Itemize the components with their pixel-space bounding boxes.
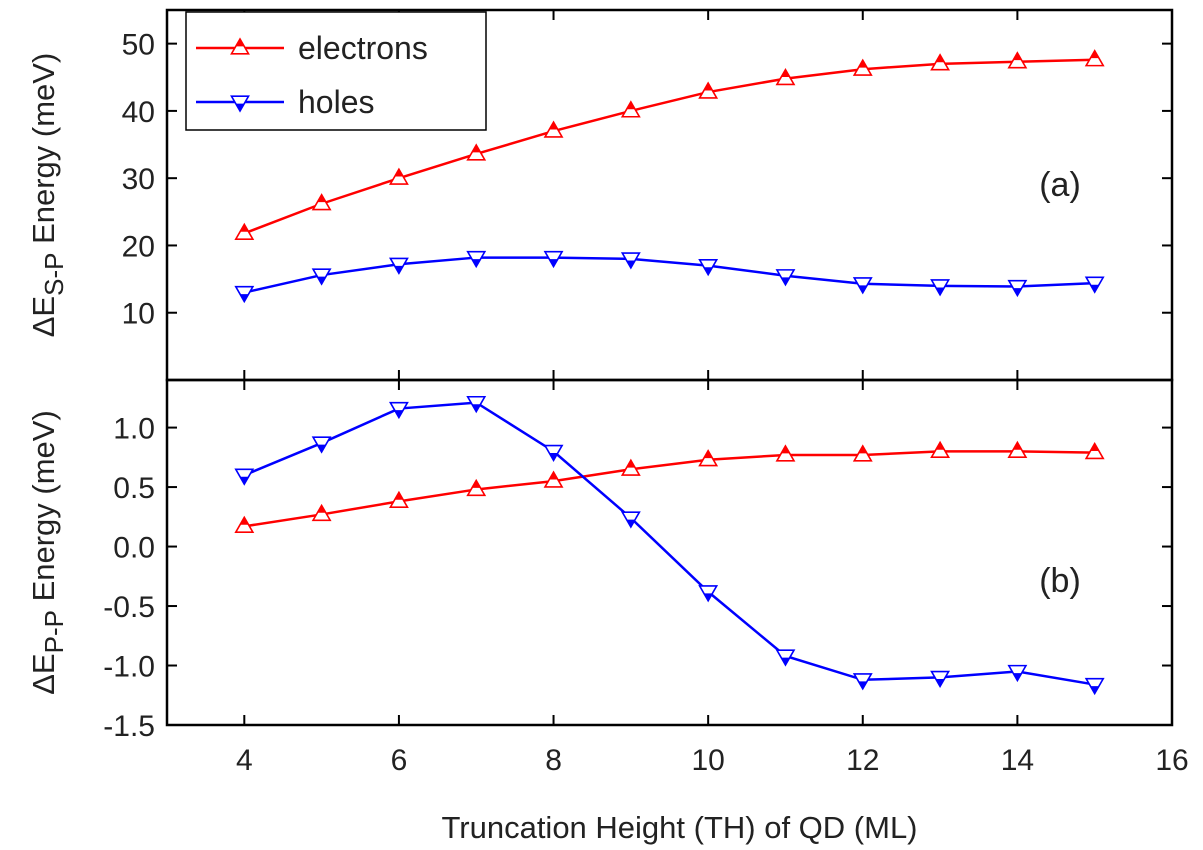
legend-electrons-label: electrons <box>298 30 428 66</box>
panel-a-holes-point <box>311 268 332 286</box>
panel-a-electrons-point <box>388 167 409 185</box>
panel-a-electrons-point <box>466 143 487 161</box>
panel-b-frame <box>165 378 1174 727</box>
panel-b-holes-point <box>1084 677 1105 696</box>
panel-b-ytick-label: -1.0 <box>103 651 155 684</box>
panel-b-ytick-label: -1.5 <box>103 710 155 743</box>
panel-a-holes-point <box>698 258 719 277</box>
panel-a-holes-line <box>244 256 1095 294</box>
panel-a-electrons-point <box>698 81 719 99</box>
legend-electrons-marker <box>230 37 250 55</box>
panel-a-electrons-line <box>243 58 1095 235</box>
panel-b-electrons-point <box>852 444 873 462</box>
panel-a-holes-point <box>234 285 255 304</box>
panel-b-holes-point <box>775 649 796 667</box>
panel-b-ytick-label: 1.0 <box>113 413 155 446</box>
panel-a-electrons-point <box>620 100 641 118</box>
panel-a-holes-point <box>1007 279 1028 298</box>
panel-b-ytick-label: 0.5 <box>113 472 155 505</box>
panel-b-label: (b) <box>1039 562 1081 600</box>
panel-a-electrons-point <box>775 68 796 86</box>
panel-a-holes-point <box>852 277 873 295</box>
panel-b-electrons-point <box>234 515 255 533</box>
panel-b-holes-point <box>466 395 487 414</box>
xtick-label: 14 <box>1001 744 1034 777</box>
panel-a-holes-point <box>388 257 409 275</box>
panel-b-holes-point <box>1007 664 1028 683</box>
panel-a-holes-point <box>466 250 487 269</box>
panel-a-electrons-point <box>311 193 332 211</box>
panel-b: -1.5 -1.0 -0.5 0.0 0.5 1.0 ΔEP-P Energy (meV) (… <box>26 378 1174 743</box>
panel-b-electrons-point <box>775 444 796 462</box>
panel-a: 10 20 30 40 50 ΔES-P Energy (meV) (a) <box>26 8 1174 382</box>
panel-b-holes-point <box>543 444 564 462</box>
panel-b-electrons-point <box>388 490 409 508</box>
xtick-label: 12 <box>846 744 879 777</box>
panel-a-ytick-label: 10 <box>122 298 155 331</box>
panel-b-electrons-point <box>311 503 332 522</box>
panel-a-holes-point <box>1084 276 1105 294</box>
panel-b-electrons-point <box>620 458 641 476</box>
panel-b-holes-point <box>930 670 951 689</box>
panel-a-electrons-point <box>543 120 564 138</box>
panel-b-electrons-line <box>244 450 1095 528</box>
xtick-label: 8 <box>545 744 562 777</box>
panel-b-ytick-label: 0.0 <box>113 532 155 565</box>
panel-a-ytick-label: 20 <box>122 230 155 263</box>
xtick-label: 4 <box>236 744 253 777</box>
xtick-label: 10 <box>691 744 724 777</box>
x-axis: 4 6 8 10 12 14 16 Truncation Height (TH) of QD … <box>236 744 1189 845</box>
panel-b-electrons-point <box>543 470 564 488</box>
legend: electrons holes <box>185 11 487 131</box>
xtick-label: 16 <box>1155 744 1188 777</box>
panel-b-electrons-point <box>1084 441 1105 460</box>
panel-b-holes-point <box>620 511 641 529</box>
panel-b-holes-point <box>852 673 873 691</box>
panel-a-ytick-label: 40 <box>122 96 155 129</box>
xlabel: Truncation Height (TH) of QD (ML) <box>441 810 917 845</box>
panel-b-holes-point <box>698 585 719 603</box>
panel-a-label: (a) <box>1039 166 1081 204</box>
panel-a-holes-point <box>543 250 564 269</box>
panel-b-electrons-point <box>698 449 719 467</box>
panel-a-ytick-label: 30 <box>122 163 155 196</box>
panel-b-electrons-point <box>1007 440 1028 459</box>
panel-b-electrons-point <box>466 478 487 497</box>
xtick-label: 6 <box>391 744 408 777</box>
panel-a-electrons-point <box>930 53 951 71</box>
panel-a-ylabel: ΔES-P Energy (meV) <box>26 53 69 338</box>
panel-a-ytick-label: 50 <box>122 29 155 62</box>
panel-a-electrons-point <box>1007 51 1028 69</box>
panel-a-holes-point <box>930 279 951 297</box>
panel-a-holes-point <box>775 269 796 287</box>
panel-b-holes-line <box>243 401 1095 686</box>
panel-a-electrons-point <box>852 58 873 76</box>
panel-b-ylabel: ΔEP-P Energy (meV) <box>26 410 69 695</box>
panel-a-electrons-point <box>1084 49 1105 67</box>
panel-b-electrons-point <box>930 440 951 459</box>
legend-box <box>185 11 487 131</box>
panel-b-holes-point <box>388 401 409 420</box>
panel-a-electrons-point <box>234 222 255 240</box>
panel-b-holes-point <box>311 436 332 454</box>
panel-b-holes-point <box>234 468 255 486</box>
legend-holes-marker <box>230 95 250 113</box>
legend-holes-label: holes <box>298 84 375 120</box>
panel-b-ytick-label: -0.5 <box>103 591 155 624</box>
panel-a-holes-point <box>620 252 641 270</box>
